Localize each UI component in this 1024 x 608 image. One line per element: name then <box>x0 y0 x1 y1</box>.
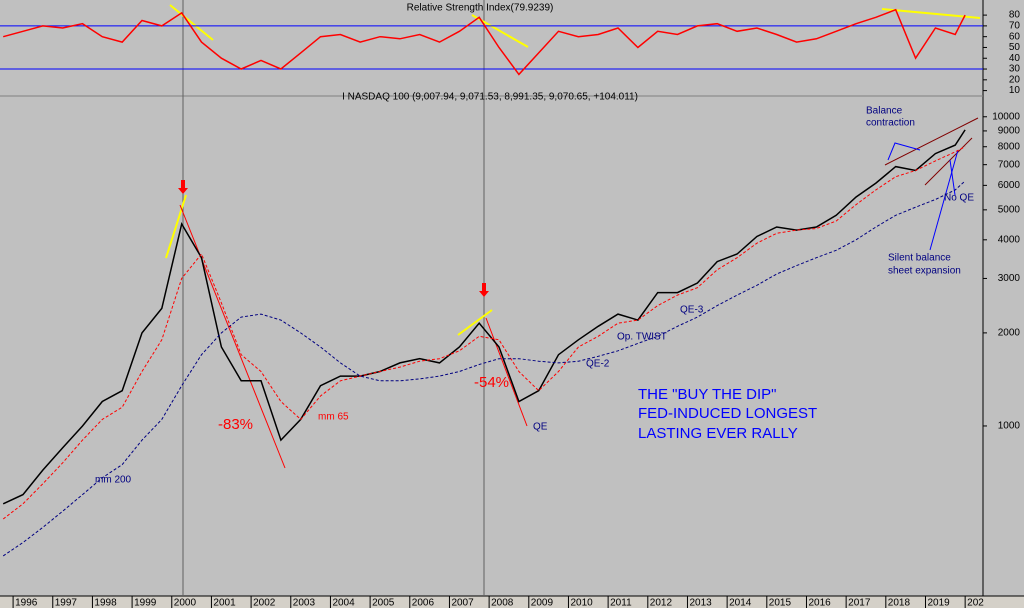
annotation: mm 200 <box>95 475 132 486</box>
y-tick-label: 6000 <box>998 180 1021 191</box>
x-tick-label: 2004 <box>332 598 355 608</box>
annotation: QE-3 <box>680 305 704 316</box>
y-tick-label: 80 <box>1009 10 1021 21</box>
pointer <box>929 149 959 251</box>
y-tick-label: 9000 <box>998 126 1021 137</box>
x-tick-label: 2017 <box>848 598 871 608</box>
annotation: sheet expansion <box>888 266 961 277</box>
x-tick-label: 2016 <box>808 598 831 608</box>
y-tick-label: 50 <box>1009 42 1021 53</box>
x-tick-label: 1998 <box>94 598 117 608</box>
y-tick-label: 8000 <box>998 141 1021 152</box>
x-tick-label: 202 <box>967 598 984 608</box>
x-tick-label: 2006 <box>412 598 435 608</box>
channel-line <box>924 137 973 186</box>
x-tick-label: 2012 <box>650 598 673 608</box>
x-tick-label: 2015 <box>769 598 792 608</box>
x-tick-label: 2003 <box>293 598 316 608</box>
series-line <box>2 180 966 557</box>
y-tick-label: 4000 <box>998 234 1021 245</box>
y-tick-label: 5000 <box>998 204 1021 215</box>
series-line <box>2 129 966 505</box>
trend-line <box>169 4 214 41</box>
arrows <box>178 180 489 297</box>
annotation: -54% <box>474 374 509 391</box>
y-tick-label: 7000 <box>998 159 1021 170</box>
rsi-title: Relative Strength Index(79.9239) <box>407 3 554 14</box>
x-tick-label: 2008 <box>491 598 514 608</box>
pointer-lines <box>887 142 959 251</box>
y-tick-label: 2000 <box>998 328 1021 339</box>
x-tick-label: 2011 <box>610 598 632 608</box>
arrow <box>479 283 489 297</box>
x-tick-label: 2014 <box>729 598 752 608</box>
annotation: THE "BUY THE DIP" <box>638 386 776 403</box>
decline-line <box>485 317 528 427</box>
y-tick-label: 30 <box>1009 64 1021 75</box>
pointer <box>949 159 956 196</box>
annotation: Silent balance <box>888 253 951 264</box>
y-tick-label: 3000 <box>998 273 1021 284</box>
x-tick-label: 2009 <box>531 598 554 608</box>
y-tick-label: 1000 <box>998 421 1021 432</box>
annotation: Op. TWIST <box>617 332 667 343</box>
series-line <box>3 8 966 76</box>
y-tick-label: 60 <box>1009 31 1021 42</box>
x-tick-label: 2019 <box>927 598 950 608</box>
x-tick-label: 1999 <box>134 598 157 608</box>
pointer <box>887 142 921 161</box>
price-title: I NASDAQ 100 (9,007.94, 9,071.53, 8,991.… <box>342 92 638 103</box>
annotation: No QE <box>944 193 974 204</box>
y-tick-label: 40 <box>1009 53 1021 64</box>
series-line <box>2 146 966 520</box>
trend-line <box>165 194 187 259</box>
x-tick-label: 1997 <box>55 598 78 608</box>
x-tick-label: 2002 <box>253 598 276 608</box>
y-tick-label: 70 <box>1009 21 1021 32</box>
annotation: Balance <box>866 106 903 117</box>
x-tick-label: 2007 <box>451 598 474 608</box>
channel-line <box>884 117 979 166</box>
x-tick-label: 2000 <box>174 598 197 608</box>
annotation: QE <box>533 422 548 433</box>
x-tick-label: 2005 <box>372 598 395 608</box>
y-tick-label: 10 <box>1009 85 1021 96</box>
x-axis-strip <box>0 596 1024 608</box>
channel-lines <box>884 117 979 186</box>
annotation: contraction <box>866 118 915 129</box>
y-tick-label: 20 <box>1009 74 1021 85</box>
x-tick-label: 1996 <box>15 598 38 608</box>
x-tick-label: 2018 <box>888 598 911 608</box>
arrow <box>178 180 188 194</box>
x-tick-label: 2001 <box>213 598 236 608</box>
decline-lines <box>179 204 528 469</box>
annotation: -83% <box>218 416 253 433</box>
annotation: QE-2 <box>586 359 610 370</box>
annotation: LASTING EVER RALLY <box>638 425 798 442</box>
trend-line <box>457 309 493 336</box>
y-tick-label: 10000 <box>992 111 1020 122</box>
annotation: FED-INDUCED LONGEST <box>638 405 817 422</box>
x-tick-label: 2013 <box>689 598 712 608</box>
decline-line <box>179 204 286 469</box>
x-tick-label: 2010 <box>570 598 593 608</box>
annotation: mm 65 <box>318 412 349 423</box>
